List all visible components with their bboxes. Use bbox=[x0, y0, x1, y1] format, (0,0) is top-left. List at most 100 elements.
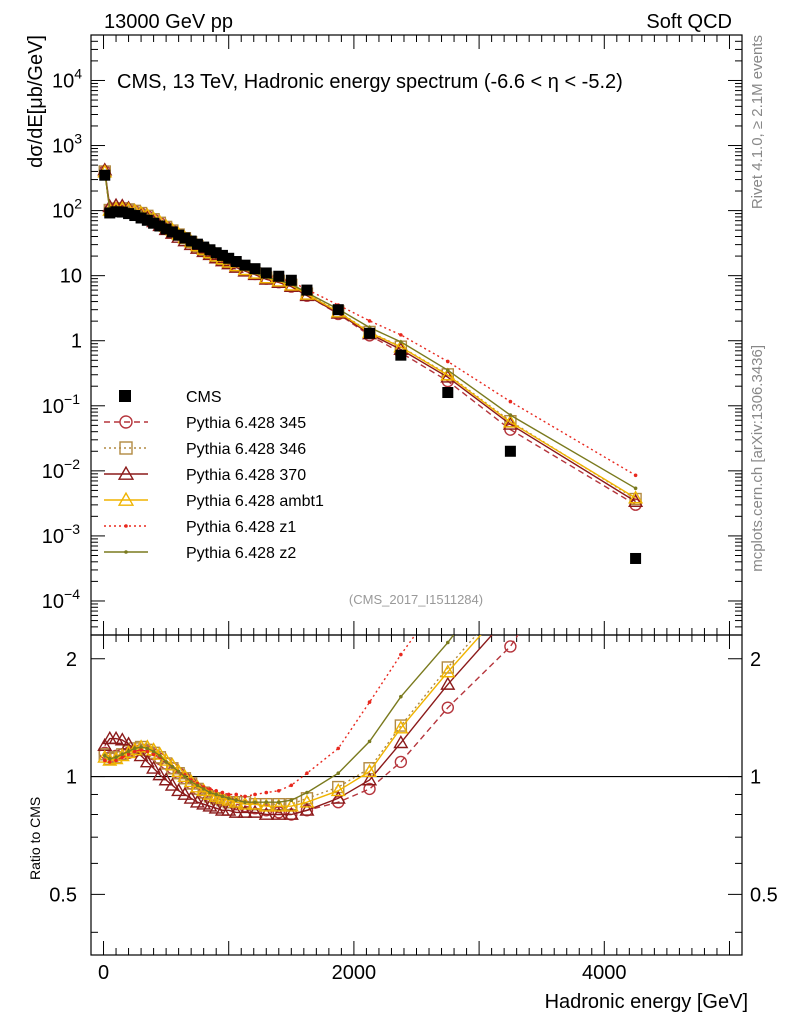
series-point-3 bbox=[502, 414, 518, 428]
data-point bbox=[99, 169, 111, 181]
ratio-line-2 bbox=[104, 635, 493, 816]
ratio-point-4 bbox=[139, 748, 143, 752]
ratio-point-5 bbox=[289, 798, 294, 803]
ratio-point-2 bbox=[189, 794, 205, 808]
ratio-point-4 bbox=[208, 787, 212, 791]
legend-label-0: Pythia 6.428 345 bbox=[186, 415, 306, 432]
series-point-4 bbox=[445, 359, 450, 364]
ratio-point-2 bbox=[330, 790, 346, 804]
ratio-tick-label: 1 bbox=[66, 767, 77, 789]
header-right-label: Soft QCD bbox=[646, 11, 732, 33]
y-tick-label: 10−2 bbox=[42, 456, 80, 483]
data-point bbox=[216, 249, 228, 261]
header-left-label: 13000 GeV pp bbox=[104, 11, 233, 33]
ratio-point-5 bbox=[189, 779, 193, 784]
data-point bbox=[204, 244, 216, 256]
ratio-point-3 bbox=[189, 779, 205, 793]
ratio-point-5 bbox=[114, 755, 118, 760]
data-point bbox=[116, 206, 128, 218]
ratio-point-3 bbox=[504, 595, 517, 606]
data-point bbox=[179, 232, 191, 244]
ratio-tick-label: 2 bbox=[66, 649, 77, 671]
legend-label-5: Pythia 6.428 z2 bbox=[186, 545, 296, 562]
ratio-point-2 bbox=[283, 806, 299, 820]
ratio-point-4 bbox=[220, 790, 225, 795]
ratio-point-2 bbox=[271, 806, 287, 820]
ratio-line-0 bbox=[104, 635, 519, 816]
ratio-point-2 bbox=[247, 804, 263, 818]
data-point bbox=[173, 229, 185, 241]
ratio-point-2 bbox=[393, 735, 409, 749]
ratio-point-3 bbox=[299, 794, 315, 808]
ratio-point-5 bbox=[226, 796, 231, 801]
ratio-point-5 bbox=[176, 769, 181, 774]
y-tick-label: 10−4 bbox=[42, 586, 80, 613]
x-tick-label: 0 bbox=[98, 962, 109, 984]
ratio-tick-label-right: 1 bbox=[750, 767, 761, 789]
ratio-point-4 bbox=[634, 274, 638, 278]
ratio-point-3 bbox=[237, 796, 253, 810]
legend-marker-5 bbox=[124, 550, 128, 554]
ratio-point-5 bbox=[220, 794, 225, 799]
y-tick-label: 1 bbox=[71, 331, 82, 353]
ratio-point-4 bbox=[114, 758, 118, 763]
ratio-point-2 bbox=[258, 806, 274, 820]
y-tick-label: 10−3 bbox=[42, 521, 80, 548]
ratio-point-4 bbox=[126, 752, 131, 757]
series-point-3 bbox=[440, 367, 456, 381]
ratio-tick-label-right: 0.5 bbox=[750, 884, 778, 906]
ratio-point-2 bbox=[362, 772, 378, 786]
ratio-line-4 bbox=[104, 635, 416, 798]
ratio-point-3 bbox=[114, 748, 130, 762]
ratio-point-3 bbox=[127, 742, 143, 756]
ratio-point-2 bbox=[146, 760, 162, 774]
ratio-point-4 bbox=[399, 652, 403, 657]
ratio-point-4 bbox=[243, 794, 247, 799]
ratio-point-2 bbox=[440, 676, 456, 690]
ratio-point-5 bbox=[170, 764, 175, 769]
ratio-point-4 bbox=[107, 760, 112, 764]
ratio-axis-label: Ratio to CMS bbox=[27, 797, 43, 880]
ratio-point-0 bbox=[630, 448, 641, 459]
ratio-point-5 bbox=[243, 800, 247, 805]
data-point bbox=[285, 274, 297, 286]
ratio-point-4 bbox=[305, 771, 309, 776]
ratio-point-5 bbox=[445, 640, 450, 645]
data-point bbox=[249, 263, 261, 275]
ratio-line-3 bbox=[104, 635, 482, 807]
ratio-point-4 bbox=[336, 746, 341, 751]
x-tick-label: 2000 bbox=[332, 962, 377, 984]
ratio-point-5 bbox=[145, 746, 150, 751]
ratio-point-2 bbox=[121, 736, 137, 750]
series-point-4 bbox=[508, 399, 513, 404]
ratio-point-3 bbox=[171, 763, 187, 777]
ratio-point-2 bbox=[102, 730, 118, 745]
legend-label-3: Pythia 6.428 ambt1 bbox=[186, 493, 324, 510]
ratio-point-3 bbox=[247, 796, 263, 810]
ratio-point-2 bbox=[237, 804, 253, 818]
ratio-point-4 bbox=[276, 788, 281, 793]
ratio-point-2 bbox=[196, 796, 212, 810]
ratio-point-4 bbox=[120, 755, 125, 760]
ratio-point-3 bbox=[121, 745, 137, 759]
ratio-point-3 bbox=[629, 407, 642, 418]
ratio-point-0 bbox=[363, 782, 376, 796]
ratio-tick-label: 0.5 bbox=[49, 884, 77, 906]
data-point bbox=[129, 210, 141, 222]
ratio-point-2 bbox=[629, 428, 642, 439]
series-point-2 bbox=[628, 493, 644, 507]
y-tick-label: 102 bbox=[52, 196, 82, 223]
legend-marker-3 bbox=[117, 491, 135, 506]
ratio-point-5 bbox=[634, 352, 638, 356]
ratio-point-5 bbox=[208, 790, 212, 795]
data-point bbox=[166, 226, 178, 238]
data-point bbox=[185, 235, 197, 247]
series-line-4 bbox=[104, 172, 636, 476]
ratio-point-4 bbox=[102, 758, 107, 763]
ratio-point-3 bbox=[258, 798, 274, 812]
data-point bbox=[154, 220, 166, 232]
ratio-point-2 bbox=[504, 608, 517, 619]
legend-marker-1 bbox=[119, 441, 133, 455]
ratio-point-4 bbox=[289, 783, 294, 788]
